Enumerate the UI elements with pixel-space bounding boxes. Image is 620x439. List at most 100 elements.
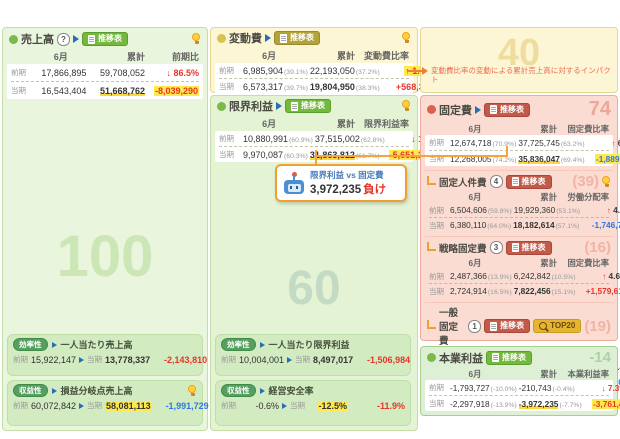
- help-icon[interactable]: ?: [57, 32, 70, 46]
- branch-icon: [427, 241, 436, 251]
- fixed-costs-panel: 固定費 推移表 74 6月 累計 固定費比率 前期 12,674,718(70.…: [420, 95, 620, 387]
- strategic-fixed-title: 戦略固定費: [439, 243, 487, 255]
- magnifier-icon: [539, 322, 548, 330]
- arrow-right-icon: [79, 402, 85, 409]
- cumulative-value: 59,708,052: [99, 67, 145, 78]
- table-row: 前期 -1,793,727(-10.0%) -210,743(-0.4%) ↓ …: [429, 380, 620, 395]
- variable-header: 変動費 推移表: [211, 28, 417, 48]
- row-label: 前期: [11, 68, 26, 77]
- kpi-title: 経営安全率: [268, 386, 314, 396]
- lightbulb-icon[interactable]: [402, 32, 411, 44]
- variable-table: 前期 6,985,904(39.1%) 22,193,050(37.2%) ↑ …: [215, 63, 434, 94]
- marginal-profit-panel: 限界利益 推移表 6月 累計 限界利益率 前期 10,880,991(60.9%…: [210, 95, 439, 431]
- col-cumulative: 累計: [126, 52, 145, 62]
- divider: [425, 170, 613, 171]
- cumulative-value: -3,972,235(-7.7%): [518, 398, 582, 409]
- month-value: -2,297,918(-13.9%): [450, 398, 517, 409]
- cumulative-value: 35,836,047(69.4%): [518, 153, 585, 164]
- month-value: -1,793,727(-10.0%): [450, 382, 517, 393]
- marginal-trend-button[interactable]: 推移表: [285, 99, 331, 113]
- diff-value: ↑ 6.2%: [611, 137, 620, 148]
- lightbulb-icon[interactable]: [188, 384, 197, 397]
- core-header: 本業利益 推移表 -14: [421, 347, 617, 368]
- kpi-cur-value: 8,497,017: [313, 354, 354, 365]
- fixed-personnel-watermark: (39): [572, 173, 599, 190]
- arrow-right-icon: [259, 341, 265, 348]
- month-value: 16,543,404: [41, 85, 87, 96]
- table-row: 前期 17,866,895 59,708,052 ↓ 86.5%: [11, 64, 199, 81]
- table-row: 前期 10,880,991(60.9%) 37,515,002(62.8%) ↓…: [219, 131, 439, 146]
- sales-panel: 売上高 ? 推移表 6月 累計 前期比 前期 17,866,895 59,708…: [2, 27, 209, 431]
- connector-line: [315, 155, 508, 157]
- mascot-robot-icon: [283, 171, 305, 195]
- impact-connector-line: [407, 70, 422, 72]
- green-dot-icon: [9, 34, 18, 44]
- arrow-right-icon: [259, 387, 265, 394]
- variable-table-header: 6月 累計 変動費比率: [262, 51, 409, 61]
- cumulative-value: 37,725,745(63.2%): [518, 137, 585, 148]
- chevron-right-icon: [475, 105, 481, 114]
- diff-value: -1,746,746: [591, 220, 620, 230]
- vs-tooltip: 限界利益 vs 固定費 3,972,235 負け: [275, 164, 407, 202]
- fixed-title: 固定費: [439, 104, 472, 117]
- cumulative-value: 51,668,762: [99, 85, 145, 96]
- vs-title: 限界利益 vs 固定費: [310, 170, 384, 180]
- document-icon: [280, 33, 287, 43]
- diff-value: -5,651,190: [382, 149, 434, 160]
- comment-count-bubble[interactable]: 3: [489, 241, 503, 254]
- kpi-prev-value: -0.6%: [255, 400, 279, 411]
- sales-trend-button[interactable]: 推移表: [82, 32, 128, 46]
- core-trend-button[interactable]: 推移表: [486, 350, 532, 365]
- col-month: 6月: [53, 52, 68, 62]
- fixed-personnel-trend-button[interactable]: 推移表: [505, 174, 552, 189]
- diff-value: ↓ 7.3%: [601, 382, 620, 393]
- lightbulb-icon[interactable]: [602, 175, 611, 188]
- variable-trend-button[interactable]: 推移表: [274, 31, 320, 45]
- sales-table-header: 6月 累計 前期比: [7, 49, 203, 64]
- kpi-prev-value: 10,004,001: [239, 354, 285, 365]
- table-row: 当期 2,724,914(16.5%) 7,822,456(15.1%) +1,…: [429, 283, 620, 298]
- fixed-trend-button[interactable]: 推移表: [484, 102, 530, 117]
- sales-ratio-watermark: 100: [56, 224, 154, 289]
- row-label: 当期: [11, 86, 26, 95]
- document-icon: [490, 105, 497, 114]
- general-fixed-trend-button[interactable]: 推移表: [484, 319, 531, 333]
- branch-icon: [427, 175, 436, 185]
- month-value: 6,504,606(59.8%): [450, 205, 512, 215]
- table-row: 当期 6,573,317(39.7%) 19,804,950(38.3%) +5…: [219, 78, 434, 94]
- lightbulb-icon[interactable]: [192, 33, 201, 45]
- impact-annotation: 変動費比率の変動による累計売上高に対するインパクト: [431, 66, 611, 84]
- cumulative-value: 6,242,842(10.5%): [513, 271, 576, 281]
- comment-count-bubble[interactable]: 1: [468, 319, 482, 333]
- cumulative-value: 19,929,360(53.1%): [513, 205, 581, 215]
- arrow-right-icon: [287, 356, 293, 363]
- sales-table: 前期 17,866,895 59,708,052 ↓ 86.5% 当期 16,5…: [7, 64, 203, 99]
- lightbulb-icon[interactable]: [402, 100, 411, 112]
- arrow-right-icon: [79, 356, 85, 363]
- marginal-header: 限界利益 推移表: [211, 96, 417, 116]
- diff-value: ↓ 86.5%: [166, 67, 199, 78]
- marginal-ratio-watermark: 60: [287, 262, 341, 315]
- kpi-row: 前期 10,004,001 当期 8,497,017 -1,506,984: [221, 354, 411, 365]
- profitability-badge: 収益性: [221, 384, 256, 397]
- strategic-fixed-trend-button[interactable]: 推移表: [505, 240, 552, 255]
- red-dot-icon: [427, 105, 436, 114]
- table-row: 前期 6,985,904(39.1%) 22,193,050(37.2%) ↑ …: [219, 63, 434, 78]
- document-icon: [291, 101, 298, 111]
- cumulative-value: -210,743(-0.4%): [518, 382, 575, 393]
- general-fixed-watermark: (19): [584, 317, 611, 335]
- month-value: 2,487,366(13.9%): [450, 271, 512, 281]
- core-title: 本業利益: [439, 352, 483, 365]
- table-row: 当期 -2,297,918(-13.9%) -3,972,235(-7.7%) …: [429, 395, 620, 411]
- table-row: 当期 6,380,110(64.0%) 18,182,614(57.1%) -1…: [429, 217, 620, 232]
- chevron-right-icon: [265, 34, 271, 42]
- month-value: 9,970,087(60.3%): [243, 149, 308, 160]
- top20-button[interactable]: TOP20: [533, 319, 582, 333]
- document-icon: [88, 34, 95, 44]
- month-value: 6,380,110(64.0%): [450, 220, 512, 230]
- comment-count-bubble[interactable]: 4: [489, 175, 503, 188]
- arrow-right-icon: [51, 387, 57, 394]
- strategic-fixed-header: 戦略固定費 3 推移表 (16): [421, 237, 617, 257]
- chevron-right-icon: [73, 35, 79, 43]
